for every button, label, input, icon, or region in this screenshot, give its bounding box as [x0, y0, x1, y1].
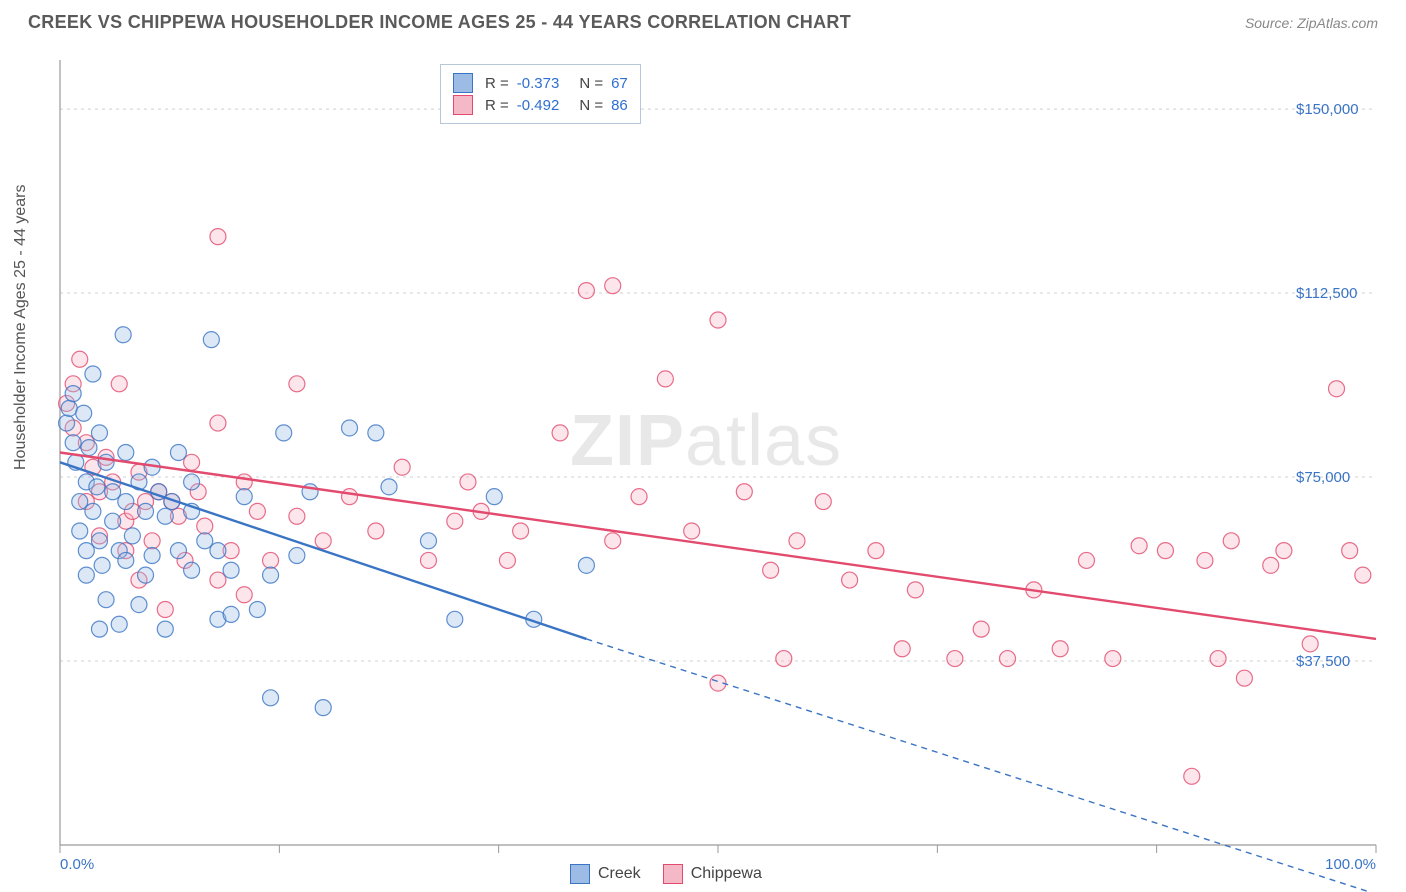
svg-text:$112,500: $112,500 [1296, 285, 1357, 302]
y-axis-label: Householder Income Ages 25 - 44 years [12, 185, 30, 471]
r-label: R = [485, 97, 509, 114]
scatter-plot: $37,500 $75,000 $112,500 $150,000 0.0% 100.0% [0, 50, 1406, 892]
chart-title: CREEK VS CHIPPEWA HOUSEHOLDER INCOME AGE… [28, 12, 851, 33]
svg-text:100.0%: 100.0% [1325, 856, 1376, 873]
legend-label: Chippewa [691, 865, 762, 883]
stats-legend-row: R = -0.373 N = 67 [453, 73, 628, 93]
r-value: -0.492 [517, 97, 560, 114]
n-label: N = [579, 75, 603, 92]
legend-item: Creek [570, 864, 641, 884]
r-value: -0.373 [517, 75, 560, 92]
stats-legend: R = -0.373 N = 67 R = -0.492 N = 86 [440, 64, 641, 124]
stats-legend-row: R = -0.492 N = 86 [453, 95, 628, 115]
svg-text:0.0%: 0.0% [60, 856, 94, 873]
legend-swatch [570, 864, 590, 884]
source-attribution: Source: ZipAtlas.com [1245, 15, 1378, 31]
chart-area: Householder Income Ages 25 - 44 years $3… [0, 50, 1406, 892]
n-value: 67 [611, 75, 628, 92]
legend-swatch [453, 95, 473, 115]
svg-text:$75,000: $75,000 [1296, 469, 1350, 486]
legend-item: Chippewa [663, 864, 762, 884]
r-label: R = [485, 75, 509, 92]
n-label: N = [579, 97, 603, 114]
svg-text:$37,500: $37,500 [1296, 653, 1350, 670]
legend-swatch [453, 73, 473, 93]
series-legend: Creek Chippewa [570, 862, 762, 886]
legend-swatch [663, 864, 683, 884]
legend-label: Creek [598, 865, 641, 883]
svg-text:$150,000: $150,000 [1296, 101, 1359, 118]
n-value: 86 [611, 97, 628, 114]
